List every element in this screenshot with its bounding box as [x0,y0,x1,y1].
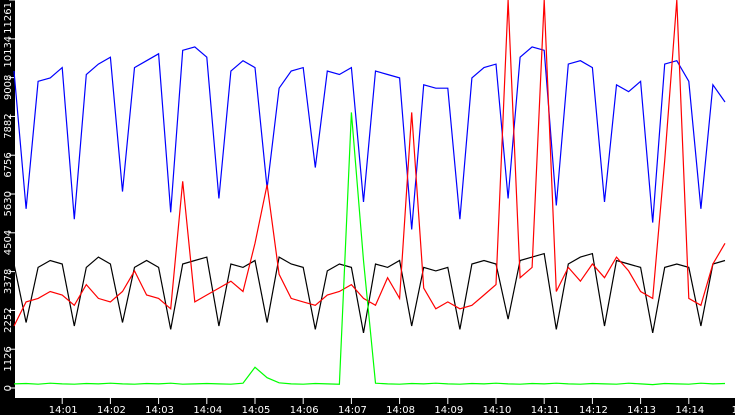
y-tick-label: 4504 [3,230,14,255]
x-tick-label: 14:14 [675,405,704,415]
x-tick-label: 14:12 [579,405,608,415]
x-tick-label: 14:13 [627,405,656,415]
y-tick-label: 0 [3,385,14,391]
x-tick-label: 14:05 [242,405,271,415]
x-tick-label: 14:03 [145,405,174,415]
x-tick-label: 14:08 [386,405,415,415]
series-line-0 [13,46,726,230]
y-tick-label: 10134 [3,36,14,68]
x-tick-label: 14 [732,405,735,415]
x-tick-label: 14:09 [434,405,463,415]
y-tick-label: 11261 [3,2,14,34]
y-tick-label: 6756 [3,152,14,177]
y-tick-label: 3378 [3,269,14,294]
x-tick-label: 14:06 [290,405,319,415]
series-line-1 [13,252,726,334]
series-group [13,0,726,386]
y-tick-label: 2252 [3,307,14,332]
x-axis: 14:01 14:02 14:03 14:04 14:05 14:06 14:07 14:08… [49,398,735,415]
series-line-2 [13,0,726,327]
y-tick-label: 1126 [3,346,14,371]
y-tick-label: 5630 [3,191,14,216]
y-tick-label: 7882 [3,113,14,138]
y-axis: 0 1126 2252 3378 4504 5630 6756 7882 9008 10134 11… [3,0,15,391]
x-tick-label: 14:04 [193,405,222,415]
plot-area [15,0,735,398]
x-tick-label: 14:07 [338,405,367,415]
series-line-3 [13,112,726,386]
x-tick-label: 14:01 [49,405,78,415]
x-tick-label: 14:02 [97,405,126,415]
y-tick-label: 9008 [3,75,14,100]
x-tick-label: 14:10 [483,405,512,415]
x-tick-label: 14:11 [531,405,560,415]
